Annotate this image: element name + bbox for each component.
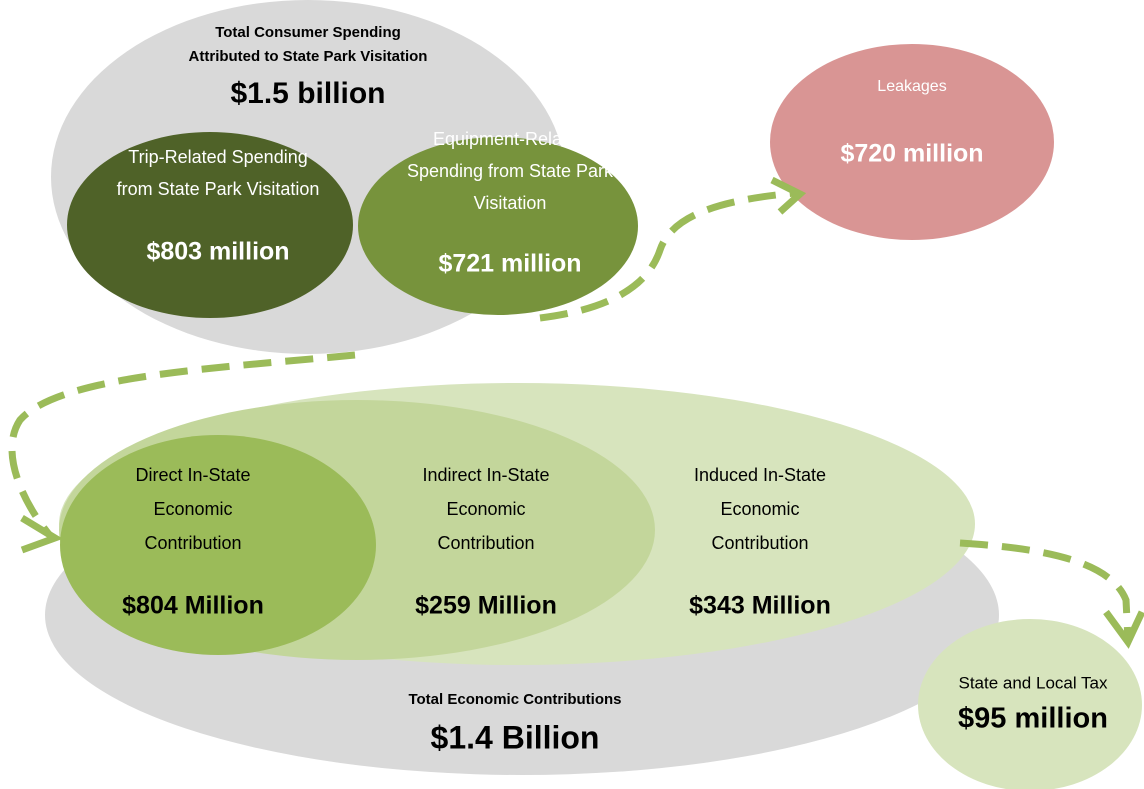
amount: $259 Million <box>415 592 557 620</box>
label-line: Trip-Related Spending <box>128 147 307 167</box>
amount: $343 Million <box>689 592 831 620</box>
amount: $803 million <box>146 238 289 266</box>
leakages-ellipse <box>770 44 1054 240</box>
arrow <box>8 351 356 541</box>
label: Leakages <box>877 78 946 95</box>
label-line: Contribution <box>711 533 808 553</box>
amount: $95 million <box>958 703 1108 735</box>
direct-ellipse <box>60 435 376 655</box>
label-line: Equipment-Related <box>433 129 587 149</box>
amount: $1.4 Billion <box>431 719 600 755</box>
title-line: Total Consumer Spending <box>215 24 401 41</box>
tax-ellipse <box>918 619 1142 789</box>
title-line: Attributed to State Park Visitation <box>189 48 428 65</box>
label-line: Economic <box>153 499 232 519</box>
label-line: Visitation <box>474 193 547 213</box>
label-line: Induced In-State <box>694 465 826 485</box>
label-line: Direct In-State <box>135 465 250 485</box>
label-line: from State Park Visitation <box>117 179 320 199</box>
trip-ellipse <box>67 132 353 318</box>
label-line: Contribution <box>144 533 241 553</box>
arrowhead <box>20 515 64 554</box>
arrowhead <box>770 176 807 215</box>
label-line: Contribution <box>437 533 534 553</box>
arrow <box>539 189 796 322</box>
equipment-ellipse <box>358 137 638 315</box>
label: State and Local Tax <box>958 673 1108 692</box>
label-line: Indirect In-State <box>422 465 549 485</box>
label-line: Economic <box>720 499 799 519</box>
amount: $720 million <box>840 140 983 168</box>
label-line: Spending from State Park <box>407 161 614 181</box>
label-line: Economic <box>446 499 525 519</box>
amount: $1.5 billion <box>230 77 385 110</box>
arrow <box>959 539 1132 641</box>
arrowhead <box>1103 609 1144 649</box>
amount: $721 million <box>438 250 581 278</box>
arrows <box>8 176 1144 649</box>
amount: $804 Million <box>122 592 264 620</box>
title: Total Economic Contributions <box>408 691 621 708</box>
